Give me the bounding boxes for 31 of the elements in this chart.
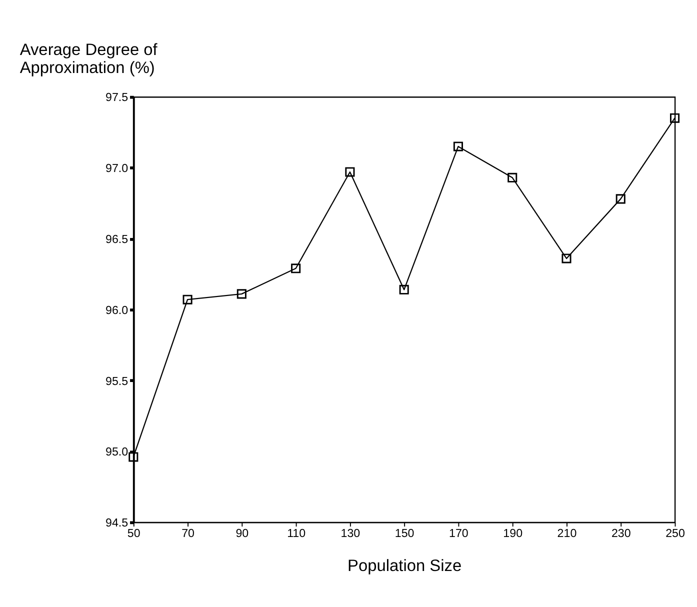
point — [508, 172, 518, 182]
y-tick-label: 95.0 — [106, 446, 128, 459]
x-tick-label: 150 — [394, 527, 414, 540]
x-tick-label: 70 — [182, 527, 194, 540]
point — [345, 167, 355, 177]
point — [291, 264, 301, 274]
point — [236, 289, 246, 299]
point — [128, 452, 138, 462]
x-tick-label: 130 — [340, 527, 360, 540]
point — [616, 194, 626, 204]
y-axis-title: Average Degree of Approximation (%) — [20, 40, 158, 78]
point — [399, 284, 409, 294]
y-tick-label: 96.0 — [106, 304, 128, 317]
y-tick-label: 97.0 — [106, 162, 128, 176]
x-tick-label: 210 — [557, 527, 577, 540]
x-tick-label: 230 — [611, 527, 631, 540]
x-tick-label: 250 — [666, 527, 685, 540]
point — [182, 294, 192, 304]
x-axis-title: Population Size — [348, 557, 462, 576]
x-tick-label: 50 — [127, 527, 140, 540]
y-tick-label: 96.5 — [106, 232, 128, 246]
y-tick-label: 97.5 — [106, 91, 128, 104]
x-tick-label: 190 — [503, 527, 523, 540]
x-tick-label: 110 — [287, 527, 306, 540]
point — [670, 113, 680, 123]
point — [453, 142, 463, 152]
y-tick-label: 95.5 — [106, 374, 128, 388]
point — [562, 254, 572, 264]
x-tick-label: 90 — [236, 527, 249, 540]
y-tick-label: 94.5 — [106, 516, 128, 530]
x-tick-label: 170 — [449, 527, 468, 540]
